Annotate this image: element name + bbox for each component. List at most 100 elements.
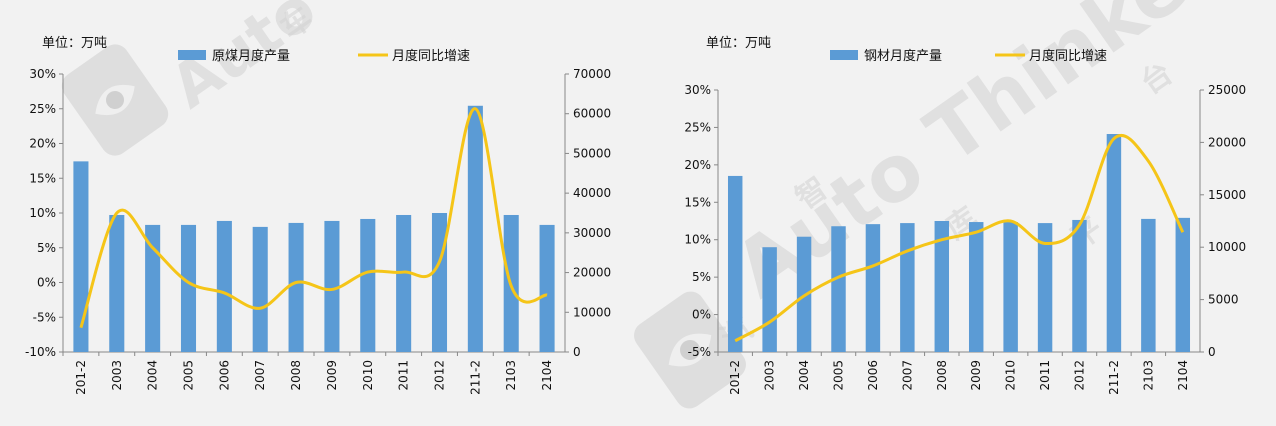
x-tick-label: 2008	[935, 360, 949, 391]
bar-2012	[1072, 219, 1087, 352]
bar-2012	[431, 213, 448, 352]
x-tick-label: 201-2	[728, 360, 742, 395]
left-tick-label: 30%	[684, 83, 711, 97]
bar-2007	[900, 223, 915, 352]
x-tick-label: 2103	[1141, 360, 1155, 391]
x-tick-label: 2006	[866, 360, 880, 391]
legend-label: 钢材月度产量	[864, 48, 942, 64]
x-tick-label: 211-2	[468, 360, 482, 395]
x-tick-label: 2009	[969, 360, 983, 391]
legend-swatch-bar	[830, 50, 858, 60]
x-tick-label: 2104	[540, 360, 554, 391]
right-tick-label: 20000	[1208, 135, 1246, 149]
bar-211-2	[1106, 134, 1122, 352]
bar-2006	[865, 224, 881, 352]
right-tick-label: 50000	[573, 146, 611, 160]
left-tick-label: 0%	[37, 276, 56, 290]
bar-2003	[109, 214, 125, 352]
legend-swatch-bar	[178, 50, 206, 60]
bar-2003	[762, 247, 777, 352]
left-tick-label: 20%	[29, 137, 56, 151]
x-tick-label: 2104	[1176, 360, 1190, 391]
x-tick-label: 2010	[361, 360, 375, 391]
right-tick-label: 60000	[573, 107, 611, 121]
bar-2008	[288, 222, 304, 352]
x-tick-label: 2011	[1038, 360, 1052, 391]
bar-2005	[831, 226, 846, 352]
growth-rate-line	[734, 134, 1185, 343]
bar-2006	[216, 220, 232, 352]
x-tick-label: 2007	[253, 360, 267, 391]
bar-2008	[934, 221, 950, 352]
x-tick-label: 2005	[182, 360, 196, 391]
x-tick-label: 2009	[325, 360, 339, 391]
bar-2010	[360, 218, 376, 352]
left-tick-label: 15%	[684, 195, 711, 209]
left-tick-label: 10%	[684, 233, 711, 247]
right-tick-label: 25000	[1208, 83, 1246, 97]
left-tick-label: 0%	[692, 308, 711, 322]
bar-2011	[396, 214, 412, 352]
x-tick-label: 2004	[146, 360, 160, 391]
x-tick-label: 2007	[900, 360, 914, 391]
bar-2004	[145, 224, 161, 352]
bar-2009	[968, 222, 984, 352]
left-tick-label: 25%	[29, 102, 56, 116]
legend-label: 月度同比增速	[1029, 48, 1107, 64]
bar-2104	[1175, 217, 1191, 352]
watermark-logo-left	[61, 44, 169, 156]
left-tick-label: 5%	[692, 270, 711, 284]
x-tick-label: 211-2	[1107, 360, 1121, 395]
right-tick-label: 30000	[573, 226, 611, 240]
bar-201-2	[73, 161, 89, 352]
left-tick-label: 25%	[684, 120, 711, 134]
right-tick-label: 0	[1208, 345, 1216, 359]
bar-2103	[1141, 218, 1156, 352]
x-tick-label: 2004	[797, 360, 811, 391]
left-tick-label: 30%	[29, 67, 56, 81]
right-tick-label: 0	[573, 345, 581, 359]
x-tick-label: 2103	[504, 360, 518, 391]
right-tick-label: 40000	[573, 186, 611, 200]
x-tick-label: 201-2	[74, 360, 88, 395]
bar-2011	[1037, 223, 1053, 352]
watermark-cn-4: 台	[1135, 56, 1180, 102]
bar-2104	[539, 224, 555, 352]
left-tick-label: 20%	[684, 158, 711, 172]
right-tick-label: 70000	[573, 67, 611, 81]
x-tick-label: 2010	[1004, 360, 1018, 391]
bar-2007	[252, 226, 268, 352]
right-tick-label: 20000	[573, 266, 611, 280]
unit-label: 单位：万吨	[42, 36, 107, 51]
left-tick-label: 15%	[29, 171, 56, 185]
bar-2005	[180, 224, 197, 352]
legend-label: 原煤月度产量	[212, 48, 290, 64]
bar-211-2	[467, 105, 483, 353]
right-tick-label: 10000	[1208, 240, 1246, 254]
x-tick-label: 2003	[763, 360, 777, 391]
x-tick-label: 2011	[397, 360, 411, 391]
right-tick-label: 5000	[1208, 293, 1239, 307]
bar-201-2	[727, 175, 743, 352]
left-tick-label: -5%	[33, 310, 56, 324]
x-tick-label: 2005	[832, 360, 846, 391]
left-tick-label: -5%	[688, 345, 711, 359]
right-tick-label: 15000	[1208, 188, 1246, 202]
bar-2009	[324, 220, 340, 352]
x-tick-label: 2006	[217, 360, 231, 391]
right-tick-label: 10000	[573, 305, 611, 319]
x-tick-label: 2003	[110, 360, 124, 391]
bar-2010	[1003, 222, 1018, 352]
left-tick-label: 10%	[29, 206, 56, 220]
x-tick-label: 2008	[289, 360, 303, 391]
left-tick-label: -10%	[25, 345, 56, 359]
unit-label: 单位：万吨	[706, 36, 771, 51]
x-tick-label: 2012	[433, 360, 447, 391]
legend-label: 月度同比增速	[392, 48, 470, 64]
left-tick-label: 5%	[37, 241, 56, 255]
x-tick-label: 2012	[1073, 360, 1087, 391]
